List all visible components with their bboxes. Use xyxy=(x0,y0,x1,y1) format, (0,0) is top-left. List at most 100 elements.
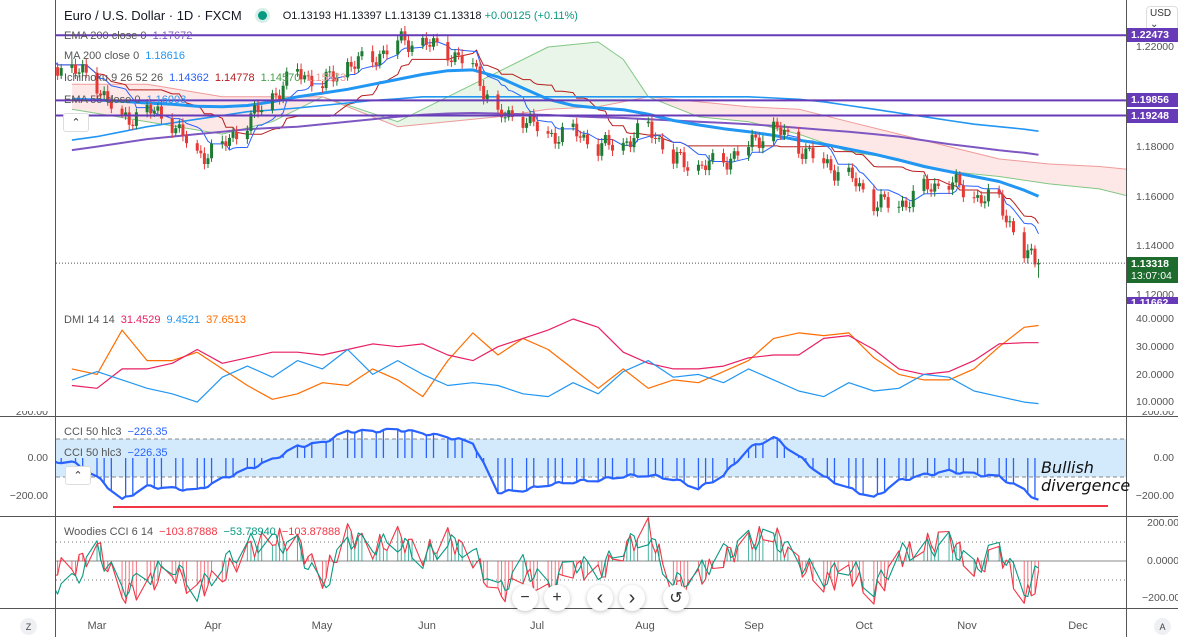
candle-body xyxy=(335,77,339,82)
candle-body xyxy=(861,183,865,190)
candle-body xyxy=(206,158,210,165)
candle-body xyxy=(600,143,604,156)
candle-body xyxy=(260,110,264,113)
candle-body xyxy=(453,52,457,63)
candle-body xyxy=(922,178,926,191)
candle-body xyxy=(303,75,307,80)
candle-body xyxy=(145,104,149,113)
last-price: 1.13318 xyxy=(1131,258,1169,270)
symbol-title[interactable]: Euro / U.S. Dollar · 1D · FXCM xyxy=(64,8,242,23)
candle-body xyxy=(897,206,901,208)
ohlc-values: O1.13193 H1.13397 L1.13139 C1.13318 +0.0… xyxy=(283,10,578,22)
legend-cci-2[interactable]: CCI 50 hlc3 −226.35 xyxy=(64,447,174,459)
candle-body xyxy=(321,86,325,89)
legend-cci-1[interactable]: CCI 50 hlc3 −226.35 xyxy=(64,426,174,438)
woodies-tick: −200.0000 xyxy=(1142,592,1178,604)
candle-body xyxy=(471,63,475,65)
candle-body xyxy=(661,138,665,150)
collapse-legend-button[interactable]: ⌃ xyxy=(63,113,89,132)
candle-body xyxy=(109,100,113,109)
cci-left-tick: −200.00 xyxy=(9,490,48,502)
price-tick: 1.18000 xyxy=(1136,141,1174,153)
candle-body xyxy=(782,129,786,135)
candle-body xyxy=(328,71,332,73)
candle-body xyxy=(729,158,733,170)
candle-body xyxy=(474,63,478,67)
candle-body xyxy=(850,167,854,179)
candle-body xyxy=(675,152,679,164)
ichimoku-cloud-segment xyxy=(898,134,950,172)
collapse-cci-button[interactable]: ⌃ xyxy=(65,466,91,485)
legend-ema200[interactable]: EMA 200 close 0 1.17672 xyxy=(64,30,198,42)
legend-ema55[interactable]: EMA 55 close 0 1.16008 xyxy=(64,94,192,106)
legend-value: 9.4521 xyxy=(166,314,201,326)
ichimoku-cloud-segment xyxy=(698,101,749,122)
legend-ichimoku[interactable]: Ichimoku 9 26 52 26 1.14362 1.14778 1.14570… xyxy=(64,72,352,84)
candle-body xyxy=(1004,215,1008,223)
candle-body xyxy=(535,121,539,132)
ichimoku-cloud-segment xyxy=(949,146,1000,177)
candle-body xyxy=(496,94,500,110)
candle-body xyxy=(585,134,589,145)
legend-value: 37.6513 xyxy=(206,314,246,326)
legend-woodies[interactable]: Woodies CCI 6 14 −103.87888 −53.78940 −103.… xyxy=(64,526,346,538)
candle-body xyxy=(99,93,103,96)
legend-value: 1.14570 xyxy=(260,72,301,84)
candle-body xyxy=(657,138,661,140)
legend-value: −226.35 xyxy=(127,447,168,459)
reset-chart-button[interactable]: ↺ xyxy=(663,585,689,611)
candle-body xyxy=(485,94,489,100)
scroll-left-button[interactable]: ‹ xyxy=(587,585,613,611)
dmi-plus-line xyxy=(71,318,1039,389)
candle-body xyxy=(901,200,904,207)
dmi-tick: 20.0000 xyxy=(1136,369,1174,381)
ichimoku-cloud-segment xyxy=(999,159,1050,184)
time-tick: Nov xyxy=(957,620,977,632)
candle-body xyxy=(306,75,310,77)
legend-ma200[interactable]: MA 200 close 0 1.18616 xyxy=(64,50,191,62)
candle-body xyxy=(571,123,575,127)
candle-body xyxy=(356,56,360,69)
dmi-pane xyxy=(71,318,1039,405)
currency-dropdown[interactable]: USD ⌄ xyxy=(1146,6,1178,32)
candle-body xyxy=(482,85,486,100)
candle-body xyxy=(45,63,48,67)
candle-body xyxy=(822,158,826,164)
symbol-header[interactable]: Euro / U.S. Dollar · 1D · FXCM O1.13193 … xyxy=(64,8,578,23)
candle-body xyxy=(124,112,128,116)
candle-body xyxy=(84,64,88,73)
candle-body xyxy=(722,153,725,163)
auto-scale-button[interactable]: A xyxy=(1154,618,1171,635)
candle-body xyxy=(224,141,228,146)
candle-body xyxy=(832,170,836,181)
bullish-divergence-annotation[interactable]: Bullish divergence xyxy=(1041,459,1130,495)
candle-body xyxy=(159,106,163,119)
price-tick: 1.16000 xyxy=(1136,191,1174,203)
legend-dmi[interactable]: DMI 14 14 31.4529 9.4521 37.6513 xyxy=(64,314,252,326)
candle-body xyxy=(947,185,951,190)
candle-body xyxy=(682,152,686,168)
scroll-right-button[interactable]: › xyxy=(619,585,645,611)
candle-body xyxy=(227,137,231,146)
candle-body xyxy=(754,134,758,138)
price-tag-level: 1.11662 xyxy=(1127,297,1178,304)
candle-body xyxy=(1001,194,1005,216)
candle-body xyxy=(736,151,740,156)
time-tick: Jun xyxy=(418,620,436,632)
zoom-out-button[interactable]: − xyxy=(512,585,538,611)
candle-body xyxy=(457,52,461,56)
market-status-icon xyxy=(257,11,267,20)
legend-label: EMA 55 close 0 xyxy=(64,94,141,106)
candle-body xyxy=(700,164,704,166)
legend-label: EMA 200 close 0 xyxy=(64,30,147,42)
candle-body xyxy=(507,110,511,118)
close-value: C1.13318 xyxy=(433,9,482,22)
zoom-in-button[interactable]: + xyxy=(544,585,570,611)
candle-body xyxy=(460,55,464,64)
zoom-mode-button[interactable]: Z xyxy=(20,618,37,635)
candle-body xyxy=(650,121,654,139)
ichimoku-cloud-segment xyxy=(548,42,599,110)
candle-body xyxy=(59,67,63,76)
candle-body xyxy=(686,167,690,171)
